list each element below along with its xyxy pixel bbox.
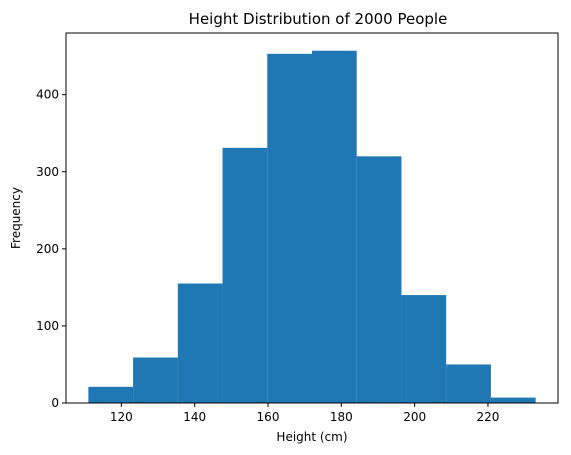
- histogram-bar: [133, 357, 178, 403]
- x-tick-label: 140: [183, 410, 206, 424]
- y-tick-label: 100: [36, 319, 59, 333]
- x-axis-label: Height (cm): [276, 430, 347, 444]
- histogram-bar: [446, 364, 491, 403]
- histogram-bar: [490, 397, 536, 403]
- histogram-bar: [177, 283, 223, 403]
- x-tick-label: 160: [257, 410, 280, 424]
- histogram-bar: [356, 156, 402, 403]
- y-tick-label: 200: [36, 242, 59, 256]
- x-tick-label: 120: [110, 410, 133, 424]
- y-tick-label: 0: [51, 396, 59, 410]
- y-axis-label: Frequency: [9, 187, 23, 249]
- histogram-bar: [222, 147, 268, 403]
- x-tick-label: 200: [403, 410, 426, 424]
- x-tick-label: 220: [477, 410, 500, 424]
- histogram-bar: [88, 386, 134, 403]
- y-axis-ticks: 0 100 200 300 400: [36, 88, 66, 410]
- y-tick-label: 400: [36, 88, 59, 102]
- plot-frame: [65, 32, 559, 404]
- chart-title: Height Distribution of 2000 People: [189, 10, 448, 28]
- x-tick-label: 180: [330, 410, 353, 424]
- histogram-bar: [401, 295, 447, 403]
- y-tick-label: 300: [36, 165, 59, 179]
- histogram-bar: [312, 50, 357, 404]
- histogram-bar: [267, 53, 312, 403]
- bars-group: [88, 50, 536, 404]
- x-axis-ticks: 120 140 160 180 200 220: [110, 403, 500, 424]
